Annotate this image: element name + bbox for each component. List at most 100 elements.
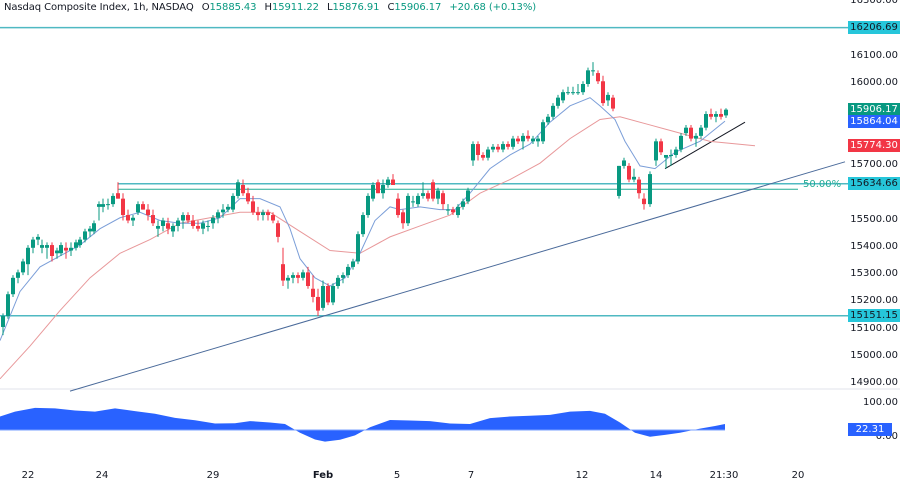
candle-body <box>684 127 688 134</box>
price-axis-label: 15700.00 <box>850 158 898 170</box>
open-value: 15885.43 <box>209 2 257 13</box>
candle-body <box>406 195 410 224</box>
candle-body <box>88 228 92 232</box>
candle-body <box>511 138 515 147</box>
candle-body <box>689 127 693 139</box>
candle-body <box>286 277 290 281</box>
candle-body <box>371 185 375 199</box>
candle-body <box>161 220 165 226</box>
candle-body <box>366 195 370 216</box>
candle-body <box>151 215 155 224</box>
candle-body <box>206 225 210 227</box>
candle-body <box>346 266 350 276</box>
candle-body <box>166 223 170 229</box>
candle-body <box>664 154 668 158</box>
candle-body <box>361 215 365 235</box>
candle-body <box>181 215 185 221</box>
candle-body <box>321 286 325 308</box>
candle-body <box>466 190 470 202</box>
candle-body <box>236 182 240 196</box>
candle-body <box>694 135 698 139</box>
candle-body <box>436 190 440 199</box>
time-axis-label: 14 <box>649 470 663 481</box>
time-axis-label: 22 <box>21 470 35 481</box>
price-tag: 15151.15 <box>848 309 900 323</box>
candle-body <box>59 245 63 254</box>
candle-body <box>356 234 360 262</box>
candle-body <box>351 261 355 267</box>
candle-body <box>36 236 40 240</box>
candle-body <box>674 149 678 155</box>
candle-body <box>331 286 335 303</box>
candle-body <box>581 84 585 93</box>
candle-body <box>426 193 430 199</box>
candle-body <box>241 185 245 194</box>
candle-body <box>301 272 305 278</box>
candle-body <box>176 220 180 226</box>
candle-body <box>526 135 530 139</box>
candle-body <box>316 296 320 311</box>
candle-body <box>481 154 485 158</box>
candle-body <box>251 201 255 213</box>
candle-body <box>196 225 200 229</box>
candle-body <box>226 206 230 210</box>
oscillator-current-tag: 22.31 <box>848 423 892 436</box>
candle-body <box>11 277 15 295</box>
time-axis-label: 12 <box>575 470 589 481</box>
time-axis-label: 24 <box>95 470 109 481</box>
candle-body <box>271 215 275 221</box>
candle-body <box>21 261 25 273</box>
candle-body <box>421 193 425 196</box>
candle-body <box>221 209 225 213</box>
candle-body <box>126 215 130 221</box>
candle-body <box>191 220 195 226</box>
candle-body <box>74 242 78 248</box>
candle-body <box>78 239 82 246</box>
oscillator-axis-100: 100.00 <box>863 397 898 408</box>
candle-body <box>341 275 345 278</box>
candle-body <box>101 204 105 207</box>
price-axis-label: 15500.00 <box>850 213 898 225</box>
candle-body <box>1 316 5 327</box>
candle-body <box>261 212 265 216</box>
price-axis-label: 15300.00 <box>850 268 898 280</box>
candle-body <box>531 138 535 142</box>
price-tag: 15774.30 <box>848 139 900 153</box>
candle-body <box>186 215 190 221</box>
open-key: O <box>201 2 210 13</box>
candle-body <box>648 174 652 205</box>
candle-body <box>551 105 555 117</box>
candle-body <box>637 179 641 194</box>
candle-body <box>627 165 631 180</box>
high-key: H <box>264 2 273 13</box>
symbol-title[interactable]: Nasdaq Composite Index, 1h, NASDAQ <box>4 2 194 13</box>
candle-body <box>714 114 718 117</box>
candle-body <box>256 212 260 216</box>
time-axis-label: 20 <box>791 470 805 481</box>
price-tag: 15634.66 <box>848 177 900 191</box>
candle-body <box>246 193 250 202</box>
candle-body <box>83 231 87 240</box>
candle-body <box>461 201 465 207</box>
candle-body <box>376 182 380 194</box>
candle-body <box>441 193 445 205</box>
candle-body <box>136 204 140 213</box>
candle-body <box>31 239 35 248</box>
candle-body <box>396 198 400 216</box>
candle-body <box>281 264 285 281</box>
candle-body <box>16 272 20 278</box>
candle-body <box>411 201 415 203</box>
candle-body <box>516 138 520 142</box>
candle-body <box>586 70 590 84</box>
candle-body <box>106 204 110 206</box>
close-value: 15906.17 <box>394 2 442 13</box>
candle-body <box>541 122 545 142</box>
candle-body <box>617 165 621 196</box>
candle-body <box>336 277 340 287</box>
time-axis-label: Feb <box>312 470 334 481</box>
price-axis-label: 15400.00 <box>850 240 898 252</box>
time-axis-label: 29 <box>206 470 220 481</box>
candle-body <box>496 146 500 150</box>
